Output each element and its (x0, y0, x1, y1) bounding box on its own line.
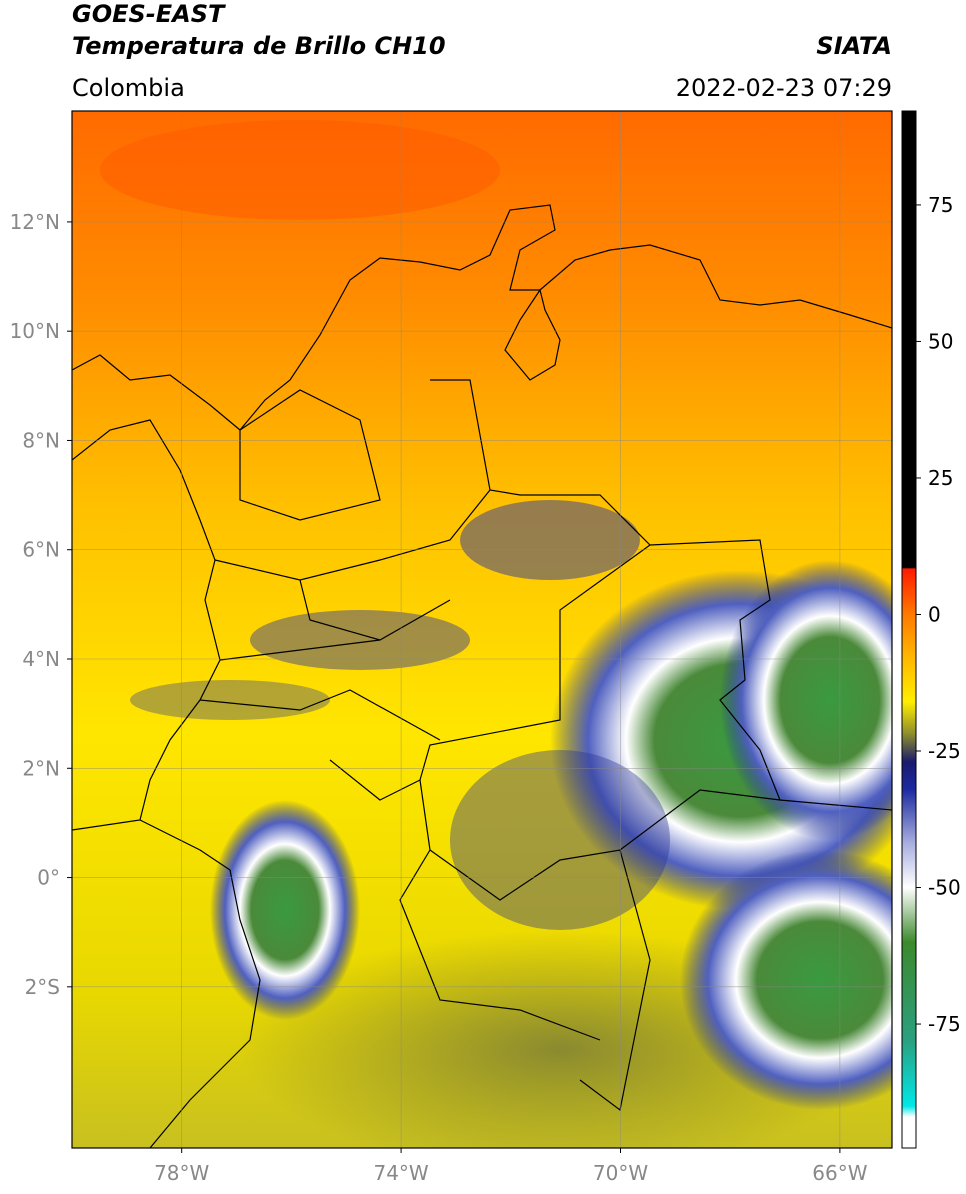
colorbar (901, 110, 917, 1149)
y-tick-label: 4°N (22, 647, 60, 671)
colorbar-tick-label: 75 (928, 193, 953, 217)
y-tick-label: 0° (37, 866, 60, 890)
map-frame (71, 110, 893, 1149)
x-tick-label: 70°W (593, 1161, 648, 1185)
subtitle: Temperatura de Brillo CH10 (72, 32, 446, 60)
title: GOES-EAST (72, 0, 226, 28)
x-tick-label: 78°W (154, 1161, 209, 1185)
colorbar-tick-label: -75 (928, 1012, 961, 1036)
datetime: 2022-02-23 07:29 (676, 74, 892, 102)
y-tick-label: 2°S (25, 975, 60, 999)
y-tick-label: 6°N (22, 538, 60, 562)
colorbar-tick-label: 25 (928, 466, 953, 490)
x-tick-label: 66°W (812, 1161, 867, 1185)
x-tick-label: 74°W (373, 1161, 428, 1185)
y-tick-label: 8°N (22, 428, 60, 452)
colorbar-tick-label: 0 (928, 602, 941, 626)
source: SIATA (816, 32, 892, 60)
y-tick-label: 12°N (10, 210, 60, 234)
region: Colombia (72, 74, 185, 102)
header: GOES-EAST Temperatura de Brillo CH10 Col… (72, 0, 892, 102)
y-tick-label: 10°N (10, 319, 60, 343)
grid (72, 111, 892, 1148)
colorbar-tick-label: -25 (928, 739, 961, 763)
colorbar-tick-label: 50 (928, 329, 953, 353)
satellite-image (72, 111, 892, 1148)
y-tick-label: 2°N (22, 756, 60, 780)
colorbar-tick-label: -50 (928, 876, 961, 900)
